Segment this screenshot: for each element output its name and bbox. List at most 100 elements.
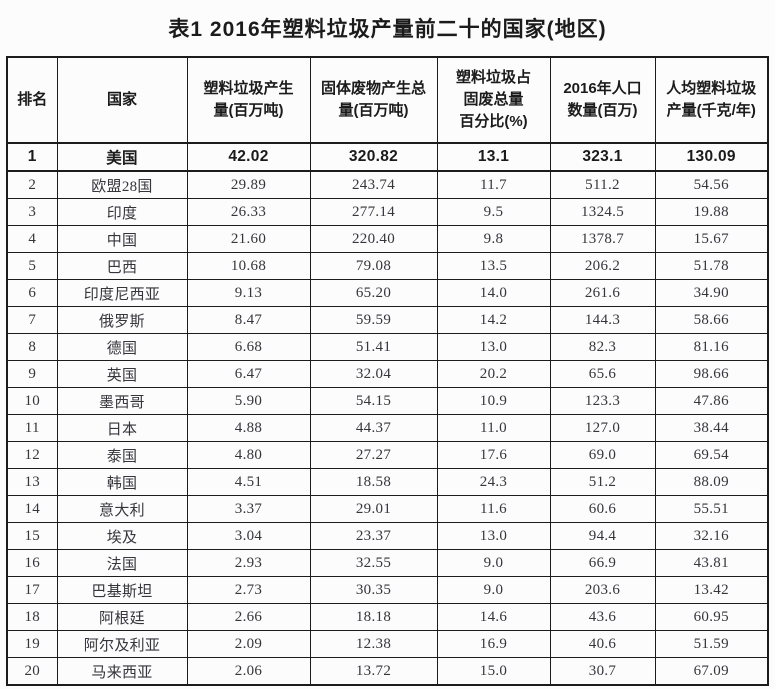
cell-country: 阿根廷 (56, 603, 188, 631)
column-header-percap: 人均塑料垃圾 产量(千克/年) (654, 56, 769, 144)
cell-plastic: 10.68 (186, 252, 311, 280)
cell-pct: 11.0 (436, 414, 551, 442)
cell-pop: 94.4 (549, 522, 656, 550)
cell-rank: 5 (6, 252, 58, 280)
cell-country: 巴西 (56, 252, 188, 280)
cell-solid: 13.72 (309, 657, 438, 686)
cell-country: 美国 (56, 142, 188, 172)
cell-percap: 51.59 (654, 630, 769, 658)
cell-plastic: 3.04 (186, 522, 311, 550)
cell-percap: 19.88 (654, 198, 769, 226)
cell-plastic: 2.73 (186, 576, 311, 604)
cell-pct: 9.5 (436, 198, 551, 226)
cell-pct: 20.2 (436, 360, 551, 388)
cell-country: 欧盟28国 (56, 170, 188, 199)
column-header-solid: 固体废物产生总 量(百万吨) (309, 56, 438, 144)
cell-rank: 4 (6, 225, 58, 253)
cell-rank: 15 (6, 522, 58, 550)
cell-pop: 144.3 (549, 306, 656, 334)
cell-country: 马来西亚 (56, 657, 188, 686)
cell-rank: 20 (6, 657, 58, 686)
cell-solid: 18.18 (309, 603, 438, 631)
cell-solid: 23.37 (309, 522, 438, 550)
cell-pct: 13.0 (436, 333, 551, 361)
cell-pop: 40.6 (549, 630, 656, 658)
cell-pop: 65.6 (549, 360, 656, 388)
cell-country: 韩国 (56, 468, 188, 496)
cell-rank: 14 (6, 495, 58, 523)
cell-rank: 9 (6, 360, 58, 388)
cell-country: 意大利 (56, 495, 188, 523)
cell-solid: 65.20 (309, 279, 438, 307)
cell-percap: 54.56 (654, 170, 769, 199)
cell-rank: 1 (6, 142, 58, 172)
cell-percap: 47.86 (654, 387, 769, 415)
cell-solid: 51.41 (309, 333, 438, 361)
cell-pop: 43.6 (549, 603, 656, 631)
cell-pop: 51.2 (549, 468, 656, 496)
cell-pop: 30.7 (549, 657, 656, 686)
cell-pop: 206.2 (549, 252, 656, 280)
table-row: 15 埃及 3.04 23.37 13.0 94.4 32.16 (6, 522, 769, 550)
cell-plastic: 4.88 (186, 414, 311, 442)
cell-pop: 511.2 (549, 170, 656, 199)
cell-country: 德国 (56, 333, 188, 361)
table-row: 9 英国 6.47 32.04 20.2 65.6 98.66 (6, 360, 769, 388)
cell-country: 墨西哥 (56, 387, 188, 415)
cell-plastic: 42.02 (186, 142, 311, 172)
cell-plastic: 26.33 (186, 198, 311, 226)
cell-solid: 220.40 (309, 225, 438, 253)
cell-pop: 66.9 (549, 549, 656, 577)
cell-rank: 16 (6, 549, 58, 577)
cell-solid: 29.01 (309, 495, 438, 523)
cell-plastic: 8.47 (186, 306, 311, 334)
cell-solid: 32.04 (309, 360, 438, 388)
column-header-rank: 排名 (6, 56, 58, 144)
cell-pct: 9.0 (436, 549, 551, 577)
cell-pct: 17.6 (436, 441, 551, 469)
cell-country: 法国 (56, 549, 188, 577)
table-header: 排名 国家 塑料垃圾产生 量(百万吨) 固体废物产生总 量(百万吨) 塑料垃圾占 固废总… (6, 56, 769, 144)
table-row: 8 德国 6.68 51.41 13.0 82.3 81.16 (6, 333, 769, 361)
cell-solid: 320.82 (309, 142, 438, 172)
cell-percap: 60.95 (654, 603, 769, 631)
table-row: 1 美国 42.02 320.82 13.1 323.1 130.09 (6, 142, 769, 172)
table-row: 11 日本 4.88 44.37 11.0 127.0 38.44 (6, 414, 769, 442)
cell-pct: 14.0 (436, 279, 551, 307)
cell-plastic: 2.93 (186, 549, 311, 577)
cell-country: 巴基斯坦 (56, 576, 188, 604)
cell-pct: 16.9 (436, 630, 551, 658)
cell-solid: 54.15 (309, 387, 438, 415)
column-header-country: 国家 (56, 56, 188, 144)
table-row: 20 马来西亚 2.06 13.72 15.0 30.7 67.09 (6, 657, 769, 686)
cell-pct: 13.1 (436, 142, 551, 172)
cell-solid: 18.58 (309, 468, 438, 496)
cell-pop: 60.6 (549, 495, 656, 523)
cell-plastic: 9.13 (186, 279, 311, 307)
table-row: 19 阿尔及利亚 2.09 12.38 16.9 40.6 51.59 (6, 630, 769, 658)
cell-country: 俄罗斯 (56, 306, 188, 334)
cell-rank: 17 (6, 576, 58, 604)
cell-country: 埃及 (56, 522, 188, 550)
table-row: 17 巴基斯坦 2.73 30.35 9.0 203.6 13.42 (6, 576, 769, 604)
cell-solid: 79.08 (309, 252, 438, 280)
cell-percap: 81.16 (654, 333, 769, 361)
data-table: 排名 国家 塑料垃圾产生 量(百万吨) 固体废物产生总 量(百万吨) 塑料垃圾占 固废总… (6, 56, 769, 686)
cell-pct: 14.6 (436, 603, 551, 631)
cell-rank: 3 (6, 198, 58, 226)
cell-rank: 19 (6, 630, 58, 658)
column-header-pop: 2016年人口 数量(百万) (549, 56, 656, 144)
cell-percap: 13.42 (654, 576, 769, 604)
cell-percap: 55.51 (654, 495, 769, 523)
cell-percap: 88.09 (654, 468, 769, 496)
cell-percap: 32.16 (654, 522, 769, 550)
cell-pct: 11.7 (436, 170, 551, 199)
table-row: 16 法国 2.93 32.55 9.0 66.9 43.81 (6, 549, 769, 577)
table-row: 12 泰国 4.80 27.27 17.6 69.0 69.54 (6, 441, 769, 469)
cell-percap: 43.81 (654, 549, 769, 577)
cell-solid: 59.59 (309, 306, 438, 334)
table-row: 10 墨西哥 5.90 54.15 10.9 123.3 47.86 (6, 387, 769, 415)
cell-country: 日本 (56, 414, 188, 442)
header-row: 排名 国家 塑料垃圾产生 量(百万吨) 固体废物产生总 量(百万吨) 塑料垃圾占 固废总… (6, 56, 769, 144)
